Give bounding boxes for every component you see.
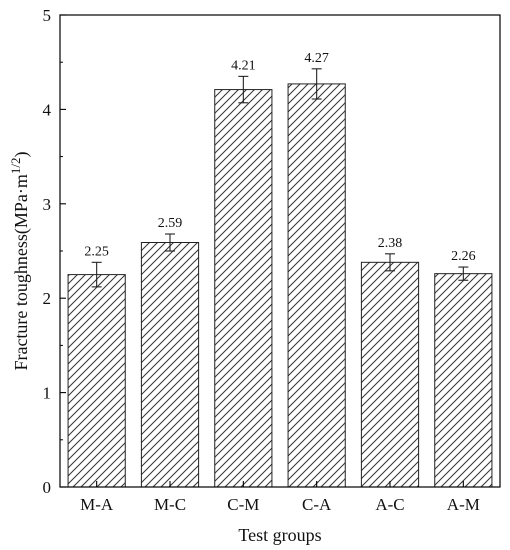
- x-axis-label: Test groups: [238, 525, 321, 545]
- y-tick-label-3: 3: [43, 195, 52, 214]
- bar-series: [67, 83, 493, 488]
- value-label-c-m: 4.21: [231, 58, 256, 73]
- x-tick-label-m-a: M-A: [80, 495, 114, 514]
- value-label-c-a: 4.27: [304, 51, 329, 66]
- x-tick-label-c-a: C-A: [302, 495, 332, 514]
- y-tick-label-2: 2: [43, 289, 52, 308]
- y-tick-label-4: 4: [43, 100, 52, 119]
- y-axis: 0 1 2 3 4 5: [43, 6, 66, 497]
- x-tick-label-a-m: A-M: [447, 495, 480, 514]
- x-tick-label-m-c: M-C: [154, 495, 186, 514]
- plot-frame: [59, 14, 501, 488]
- bar-m-a: [67, 274, 126, 488]
- error-bar-m-a: [91, 261, 102, 288]
- y-tick-label-1: 1: [43, 384, 52, 403]
- value-label-a-m: 2.26: [451, 249, 476, 264]
- x-tick-label-a-c: A-C: [375, 495, 404, 514]
- error-bar-m-c: [165, 233, 175, 252]
- value-label-series: 2.25 2.59 4.21 4.27 2.38 2.26: [84, 51, 475, 264]
- y-axis-label-exponent: 1/2: [8, 157, 23, 174]
- bar-m-c: [140, 242, 200, 488]
- bar-c-a: [287, 83, 346, 488]
- x-axis: M-A M-C C-M C-A A-C A-M: [80, 481, 480, 514]
- y-tick-label-5: 5: [43, 6, 52, 25]
- error-bar-a-c: [385, 253, 395, 272]
- y-axis-label: Fracture toughness(MPa·m1/2): [8, 151, 32, 370]
- y-axis-label-main: Fracture toughness(MPa·m: [11, 174, 32, 370]
- bar-c-m: [214, 89, 273, 488]
- value-label-a-c: 2.38: [378, 236, 403, 251]
- value-label-m-c: 2.59: [158, 216, 183, 231]
- error-bar-series: [91, 68, 469, 288]
- x-tick-label-c-m: C-M: [227, 495, 259, 514]
- bar-a-m: [434, 273, 493, 488]
- y-axis-label-suffix: ): [11, 151, 32, 157]
- error-bar-c-a: [311, 68, 322, 100]
- error-bar-a-m: [458, 266, 469, 281]
- y-tick-label-0: 0: [43, 478, 52, 497]
- error-bar-c-m: [238, 75, 249, 104]
- bar-a-c: [360, 261, 420, 488]
- value-label-m-a: 2.25: [84, 244, 109, 259]
